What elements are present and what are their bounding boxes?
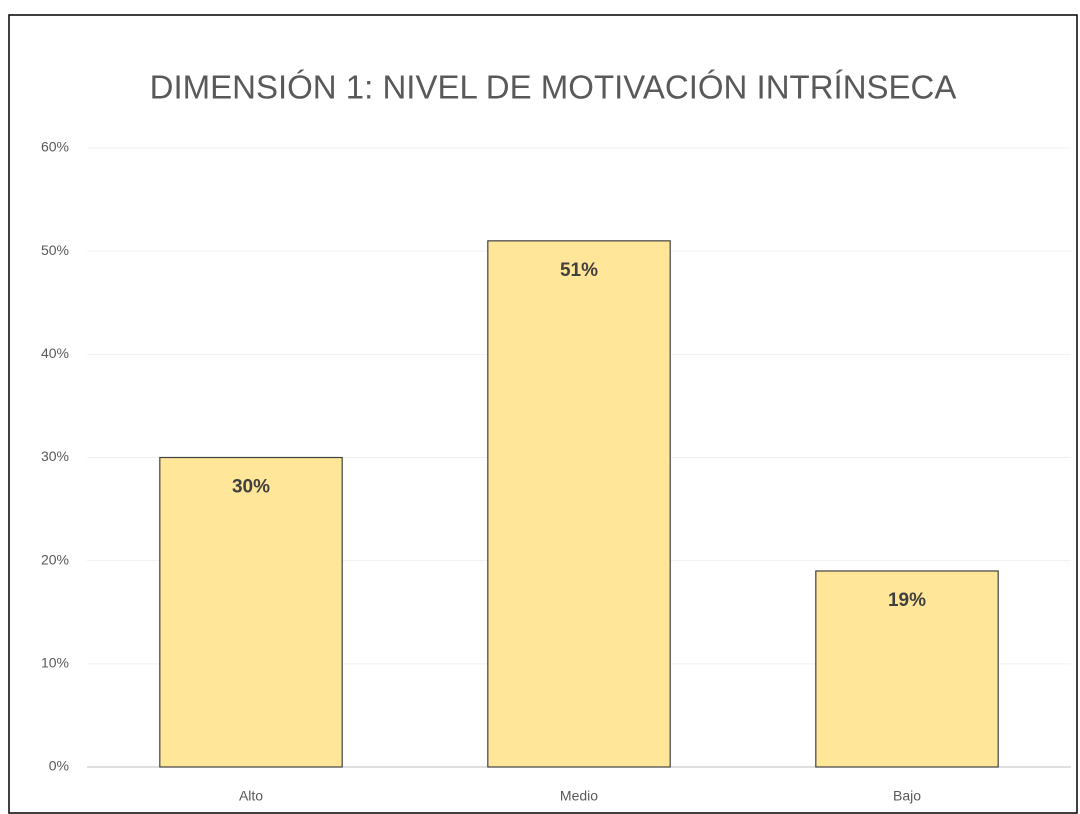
x-tick-label: Bajo xyxy=(893,788,921,804)
data-label: 51% xyxy=(560,260,598,281)
y-tick-label: 0% xyxy=(49,758,69,774)
y-tick-label: 20% xyxy=(41,551,69,567)
y-tick-label: 40% xyxy=(41,345,69,361)
bar xyxy=(159,456,343,768)
bar xyxy=(815,570,999,768)
data-label: 30% xyxy=(232,477,270,498)
data-label: 19% xyxy=(888,590,926,611)
y-tick-label: 30% xyxy=(41,448,69,464)
bar xyxy=(487,240,671,768)
x-tick-label: Medio xyxy=(560,788,598,804)
y-tick-label: 50% xyxy=(41,242,69,258)
chart-title: DIMENSIÓN 1: NIVEL DE MOTIVACIÓN INTRÍNS… xyxy=(150,69,957,106)
y-tick-label: 10% xyxy=(41,655,69,671)
y-tick-label: 60% xyxy=(41,139,69,155)
x-tick-label: Alto xyxy=(239,788,263,804)
